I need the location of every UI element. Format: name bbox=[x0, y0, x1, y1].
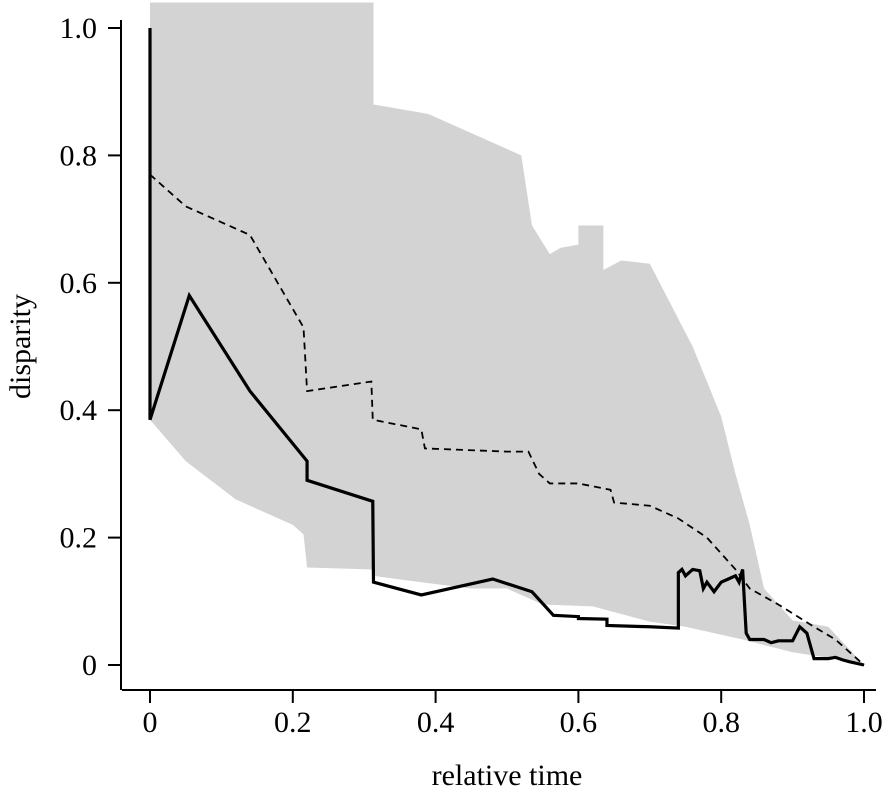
x-tick-label: 0.4 bbox=[417, 706, 455, 739]
x-axis-title: relative time bbox=[432, 759, 583, 792]
x-tick-label: 0 bbox=[143, 706, 158, 739]
y-tick-label: 0 bbox=[82, 649, 97, 682]
series-line-median bbox=[149, 173, 865, 666]
y-tick-label: 0.8 bbox=[60, 139, 98, 172]
y-axis-title: disparity bbox=[4, 294, 37, 399]
x-tick-label: 0.6 bbox=[560, 706, 598, 739]
series-layer bbox=[148, 28, 865, 667]
y-tick-label: 0.2 bbox=[60, 522, 98, 555]
confidence-band-layer bbox=[150, 2, 864, 665]
y-tick-label: 0.6 bbox=[60, 267, 98, 300]
y-tick-label: 1.0 bbox=[60, 12, 98, 45]
x-tick-label: 1.0 bbox=[845, 706, 883, 739]
x-tick-label: 0.8 bbox=[702, 706, 740, 739]
confidence-band bbox=[150, 2, 864, 665]
ticks-layer: 0 0.2 0.4 0.6 0.8 1.0 0 0.2 0.4 0.6 0.8 1.0 bbox=[60, 12, 883, 739]
x-tick-label: 0.2 bbox=[274, 706, 312, 739]
y-tick-label: 0.4 bbox=[60, 394, 98, 427]
axes-layer bbox=[120, 20, 876, 691]
series-line-observed bbox=[148, 28, 865, 667]
